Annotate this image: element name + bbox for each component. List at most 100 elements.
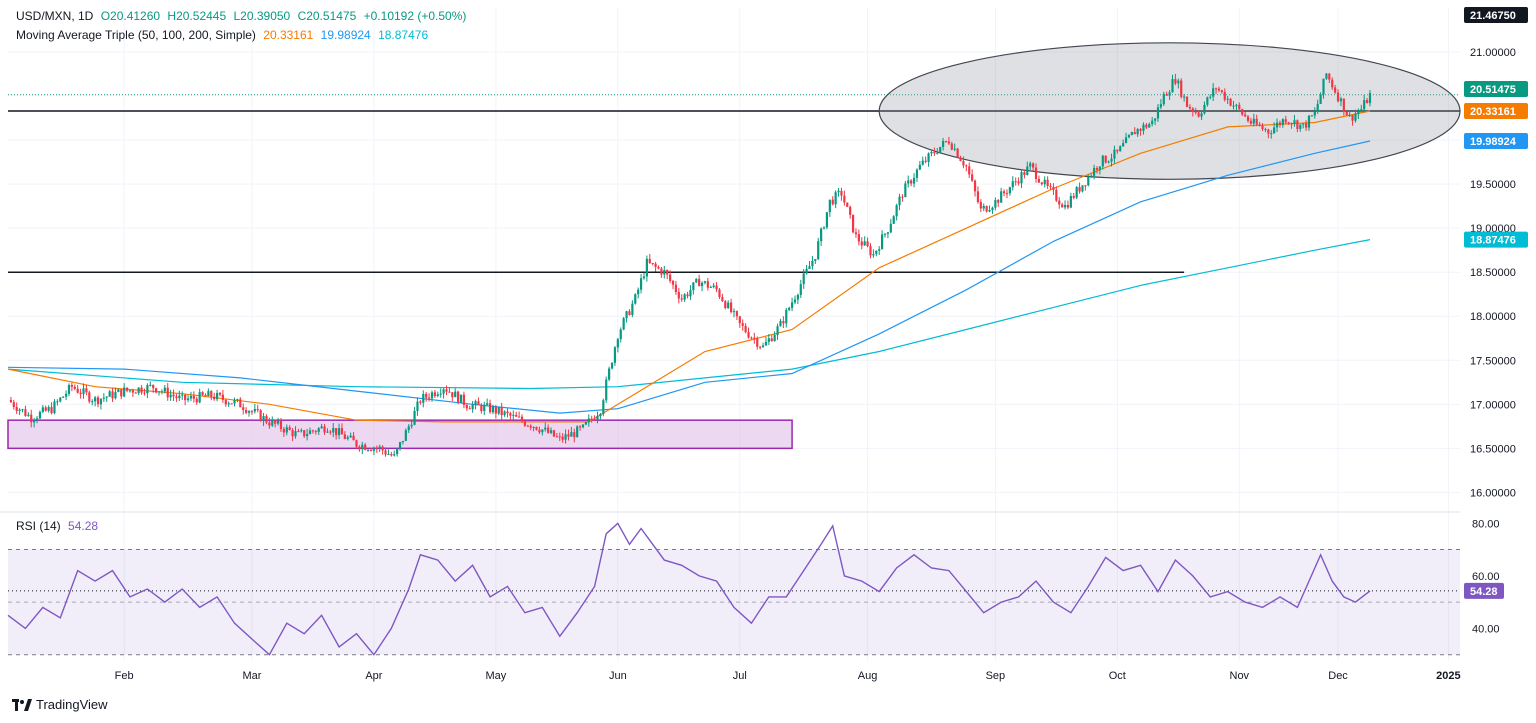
candle-body xyxy=(230,403,233,405)
candle-body xyxy=(907,180,910,184)
symbol-label[interactable]: USD/MXN, 1D xyxy=(16,9,94,23)
horizontal-levels xyxy=(8,94,1460,273)
candle-body xyxy=(767,338,770,342)
price-axis[interactable]: 16.00000 16.50000 17.00000 17.50000 18.00000… xyxy=(1464,7,1528,499)
candle-body xyxy=(979,202,982,209)
moving-averages xyxy=(7,110,1371,423)
time-tick-label: Jun xyxy=(609,670,627,682)
candle-body xyxy=(175,396,178,399)
high-value: H20.52445 xyxy=(167,9,227,23)
candle-body xyxy=(808,266,811,269)
candle-body xyxy=(590,418,593,420)
rsi-title[interactable]: RSI (14) xyxy=(16,519,61,533)
candle-body xyxy=(123,387,126,397)
candle-body xyxy=(480,404,483,411)
candle-body xyxy=(207,391,210,397)
price-tick-label: 19.50000 xyxy=(1470,179,1516,191)
candle-body xyxy=(782,321,785,324)
rsi-last-badge xyxy=(1464,582,1504,599)
candle-body xyxy=(236,399,239,401)
rsi-value: 54.28 xyxy=(68,519,99,533)
candle-body xyxy=(828,199,831,213)
candle-body xyxy=(1252,118,1255,124)
candle-body xyxy=(773,334,776,342)
time-axis[interactable]: Feb Mar Apr May Jun Jul Aug Sep Oct Nov Dec 2025 xyxy=(115,670,1461,682)
candle-body xyxy=(1168,92,1171,96)
candle-body xyxy=(59,397,62,402)
price-legend: USD/MXN, 1D O20.41260 H20.52445 L20.3905… xyxy=(16,9,470,23)
candle-body xyxy=(1270,133,1273,135)
candle-body xyxy=(895,205,898,217)
candle-body xyxy=(218,392,222,395)
consolidation-ellipse-shape xyxy=(878,42,1461,180)
candle-body xyxy=(1191,108,1194,112)
candle-body xyxy=(851,214,855,233)
candle-body xyxy=(840,190,843,196)
candle-body xyxy=(1162,93,1165,105)
brand[interactable]: TradingView xyxy=(12,697,108,712)
candle-body xyxy=(834,192,837,205)
candle-body xyxy=(613,347,617,363)
candle-body xyxy=(654,263,657,267)
candle-body xyxy=(628,311,631,315)
candle-body xyxy=(637,289,640,295)
candle-body xyxy=(1200,113,1203,117)
candle-body xyxy=(372,448,376,451)
brand-name: TradingView xyxy=(36,697,108,712)
rsi-pane: 80.00 60.00 40.00 54.28 xyxy=(7,518,1504,656)
candle-body xyxy=(393,454,396,456)
candle-body xyxy=(419,401,422,403)
candle-body xyxy=(677,292,680,299)
candle-body xyxy=(547,427,550,433)
candle-body xyxy=(506,411,509,414)
candle-body xyxy=(47,407,50,411)
candle-body xyxy=(1255,118,1258,125)
candle-body xyxy=(1063,204,1067,208)
candle-body xyxy=(532,426,535,428)
ma-title[interactable]: Moving Average Triple (50, 100, 200, Sim… xyxy=(16,28,256,42)
candle-body xyxy=(1092,167,1096,176)
candle-body xyxy=(401,440,405,443)
candle-body xyxy=(442,389,445,394)
candle-body xyxy=(1145,124,1148,128)
candle-body xyxy=(422,393,425,403)
candle-body xyxy=(73,386,76,389)
candle-body xyxy=(651,263,654,265)
candle-body xyxy=(413,411,416,425)
candle-body xyxy=(898,196,901,206)
candle-body xyxy=(459,394,463,403)
candle-body xyxy=(671,280,675,285)
candle-body xyxy=(770,338,773,342)
candle-body xyxy=(1177,80,1180,84)
candle-body xyxy=(950,143,953,150)
candle-body xyxy=(268,422,271,426)
candle-body xyxy=(785,309,788,324)
candle-body xyxy=(1130,132,1133,136)
candle-body xyxy=(1185,96,1189,107)
candle-body xyxy=(878,249,881,251)
candle-body xyxy=(1005,193,1009,195)
candle-body xyxy=(27,414,30,416)
time-tick-label: Mar xyxy=(242,670,261,682)
candle-body xyxy=(384,450,387,455)
candle-body xyxy=(361,444,364,450)
candle-body xyxy=(259,410,262,422)
candle-body xyxy=(425,393,428,398)
candle-body xyxy=(114,392,117,399)
candle-body xyxy=(1302,123,1305,125)
candle-body xyxy=(1084,185,1087,187)
price-tick-label: 17.00000 xyxy=(1470,399,1516,411)
candle-body xyxy=(883,233,887,235)
candle-body xyxy=(846,202,849,207)
candle-body xyxy=(764,341,768,346)
candle-body xyxy=(971,174,974,181)
candle-body xyxy=(1113,149,1116,159)
candle-body xyxy=(703,281,707,283)
candle-body xyxy=(465,405,468,409)
candle-body xyxy=(169,394,172,398)
candle-body xyxy=(1220,90,1223,92)
price-tick-label: 18.00000 xyxy=(1470,311,1516,323)
candle-body xyxy=(1290,123,1293,125)
candle-body xyxy=(541,429,544,433)
candle-body xyxy=(96,397,100,405)
